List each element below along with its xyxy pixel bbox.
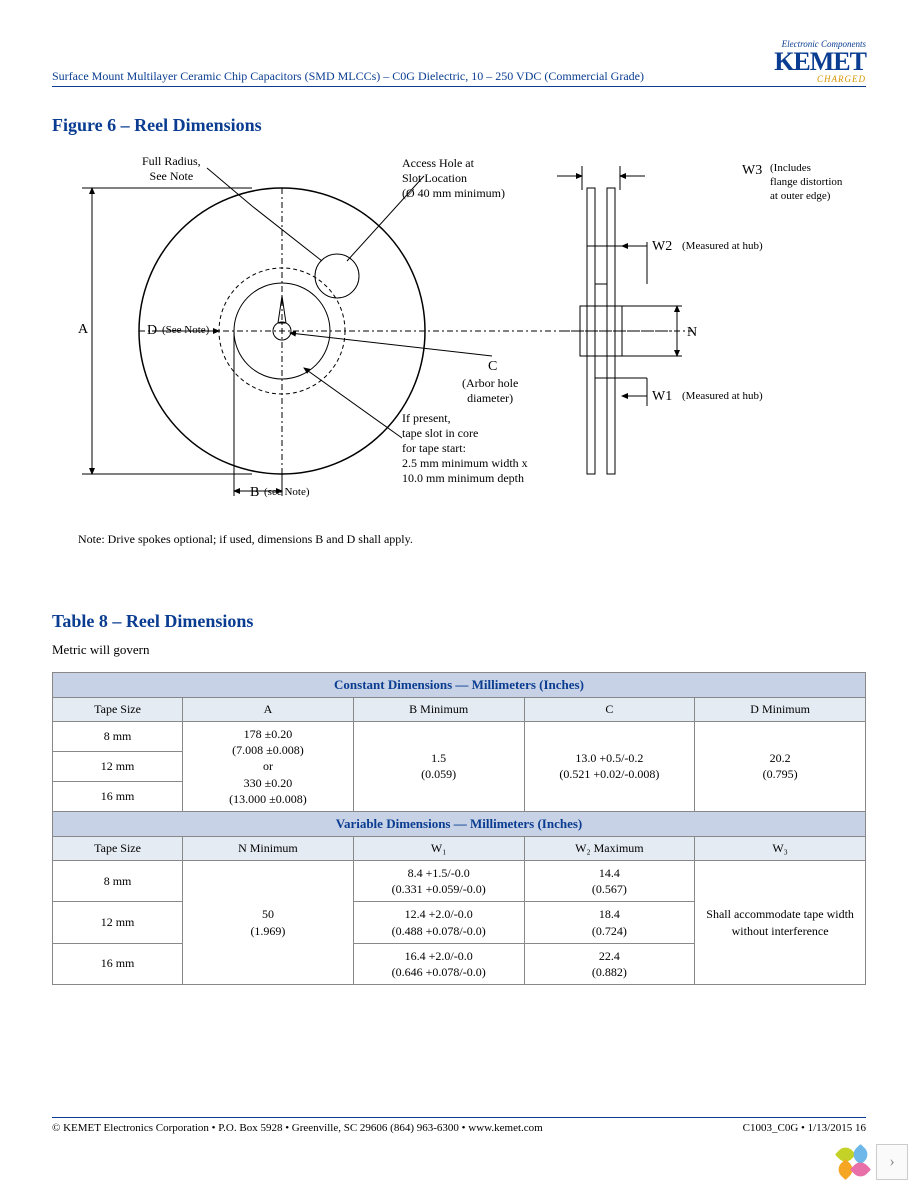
label-b-note: (see Note) xyxy=(264,486,310,500)
table-cell: 12.4 +2.0/-0.0(0.488 +0.078/-0.0) xyxy=(353,902,524,943)
header-rule xyxy=(52,86,866,87)
table-cell: 50(1.969) xyxy=(183,860,354,984)
label-full-radius: Full Radius,See Note xyxy=(142,154,201,184)
brand-logo: Electronic Components KEMET CHARGED xyxy=(774,40,866,84)
table-cell: 20.2(0.795) xyxy=(695,722,866,812)
table-title: Table 8 – Reel Dimensions xyxy=(52,611,866,632)
reel-diagram: Full Radius,See Note Access Hole atSlot … xyxy=(52,146,864,526)
label-d: D xyxy=(147,322,157,340)
col-b: B Minimum xyxy=(353,698,524,722)
table-cell: 13.0 +0.5/-0.2(0.521 +0.02/-0.008) xyxy=(524,722,695,812)
metric-note: Metric will govern xyxy=(52,642,866,658)
label-a: A xyxy=(78,321,88,339)
table-cell: Shall accommodate tape widthwithout inte… xyxy=(695,860,866,984)
corner-widget: › xyxy=(836,1144,908,1180)
logo-subtext: CHARGED xyxy=(774,75,866,84)
label-d-note: (See Note) xyxy=(162,324,209,338)
label-w1-note: (Measured at hub) xyxy=(682,390,763,404)
col-tape-size-2: Tape Size xyxy=(53,836,183,860)
label-w1: W1 xyxy=(652,388,672,406)
page-footer: © KEMET Electronics Corporation • P.O. B… xyxy=(52,1117,866,1134)
label-w3-note: (Includesflange distortionat outer edge) xyxy=(770,162,842,203)
label-w2: W2 xyxy=(652,238,672,256)
table-cell: 1.5(0.059) xyxy=(353,722,524,812)
col-n: N Minimum xyxy=(183,836,354,860)
doc-title: Surface Mount Multilayer Ceramic Chip Ca… xyxy=(52,69,644,84)
footer-rule xyxy=(52,1117,866,1118)
band-constant: Constant Dimensions — Millimeters (Inche… xyxy=(53,673,866,698)
next-page-button[interactable]: › xyxy=(876,1144,908,1180)
label-b: B xyxy=(250,484,259,502)
table-cell: 8 mm xyxy=(53,860,183,901)
label-c: C xyxy=(488,358,497,376)
logo-text: KEMET xyxy=(774,49,866,75)
label-n: N xyxy=(687,324,697,342)
col-w3: W₃ xyxy=(695,836,866,860)
figure-note: Note: Drive spokes optional; if used, di… xyxy=(78,532,866,547)
table-cell: 8.4 +1.5/-0.0(0.331 +0.059/-0.0) xyxy=(353,860,524,901)
col-tape-size: Tape Size xyxy=(53,698,183,722)
label-w2-note: (Measured at hub) xyxy=(682,240,763,254)
col-w2: W₂ Maximum xyxy=(524,836,695,860)
dimensions-table: Constant Dimensions — Millimeters (Inche… xyxy=(52,672,866,985)
figure-title: Figure 6 – Reel Dimensions xyxy=(52,115,866,136)
table-cell: 12 mm xyxy=(53,902,183,943)
label-w3: W3 xyxy=(742,162,762,180)
table-cell: 22.4(0.882) xyxy=(524,943,695,984)
col-d: D Minimum xyxy=(695,698,866,722)
table-cell: 12 mm xyxy=(53,751,183,781)
col-w1: W₁ xyxy=(353,836,524,860)
label-arbor: (Arbor holediameter) xyxy=(462,376,518,406)
col-a: A xyxy=(183,698,354,722)
table-cell: 16 mm xyxy=(53,781,183,811)
col-c: C xyxy=(524,698,695,722)
table-cell: 14.4(0.567) xyxy=(524,860,695,901)
label-access-hole: Access Hole atSlot Location(Ø 40 mm mini… xyxy=(402,156,505,201)
label-tape-slot: If present,tape slot in corefor tape sta… xyxy=(402,411,528,486)
table-cell: 16.4 +2.0/-0.0(0.646 +0.078/-0.0) xyxy=(353,943,524,984)
table-cell: 8 mm xyxy=(53,722,183,752)
table-cell: 178 ±0.20(7.008 ±0.008)or330 ±0.20(13.00… xyxy=(183,722,354,812)
band-variable: Variable Dimensions — Millimeters (Inche… xyxy=(53,811,866,836)
table-cell: 18.4(0.724) xyxy=(524,902,695,943)
footer-right: C1003_C0G • 1/13/2015 16 xyxy=(743,1122,866,1134)
footer-left: © KEMET Electronics Corporation • P.O. B… xyxy=(52,1122,543,1134)
table-cell: 16 mm xyxy=(53,943,183,984)
pinwheel-icon xyxy=(836,1145,870,1179)
